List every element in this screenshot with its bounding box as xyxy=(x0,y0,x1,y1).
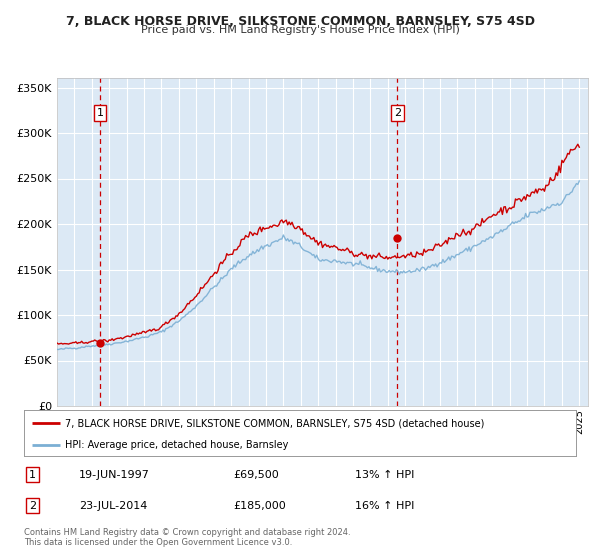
Text: 16% ↑ HPI: 16% ↑ HPI xyxy=(355,501,415,511)
Text: 1: 1 xyxy=(29,470,36,480)
Text: HPI: Average price, detached house, Barnsley: HPI: Average price, detached house, Barn… xyxy=(65,440,289,450)
Text: 19-JUN-1997: 19-JUN-1997 xyxy=(79,470,150,480)
Text: 7, BLACK HORSE DRIVE, SILKSTONE COMMON, BARNSLEY, S75 4SD: 7, BLACK HORSE DRIVE, SILKSTONE COMMON, … xyxy=(65,15,535,27)
Text: 23-JUL-2014: 23-JUL-2014 xyxy=(79,501,148,511)
Text: £185,000: £185,000 xyxy=(234,501,287,511)
Text: 1: 1 xyxy=(97,108,103,118)
Text: Contains HM Land Registry data © Crown copyright and database right 2024.
This d: Contains HM Land Registry data © Crown c… xyxy=(24,528,350,547)
Text: 13% ↑ HPI: 13% ↑ HPI xyxy=(355,470,415,480)
Text: 2: 2 xyxy=(29,501,36,511)
Text: £69,500: £69,500 xyxy=(234,470,280,480)
Text: 7, BLACK HORSE DRIVE, SILKSTONE COMMON, BARNSLEY, S75 4SD (detached house): 7, BLACK HORSE DRIVE, SILKSTONE COMMON, … xyxy=(65,418,485,428)
Text: Price paid vs. HM Land Registry's House Price Index (HPI): Price paid vs. HM Land Registry's House … xyxy=(140,25,460,35)
Text: 2: 2 xyxy=(394,108,401,118)
